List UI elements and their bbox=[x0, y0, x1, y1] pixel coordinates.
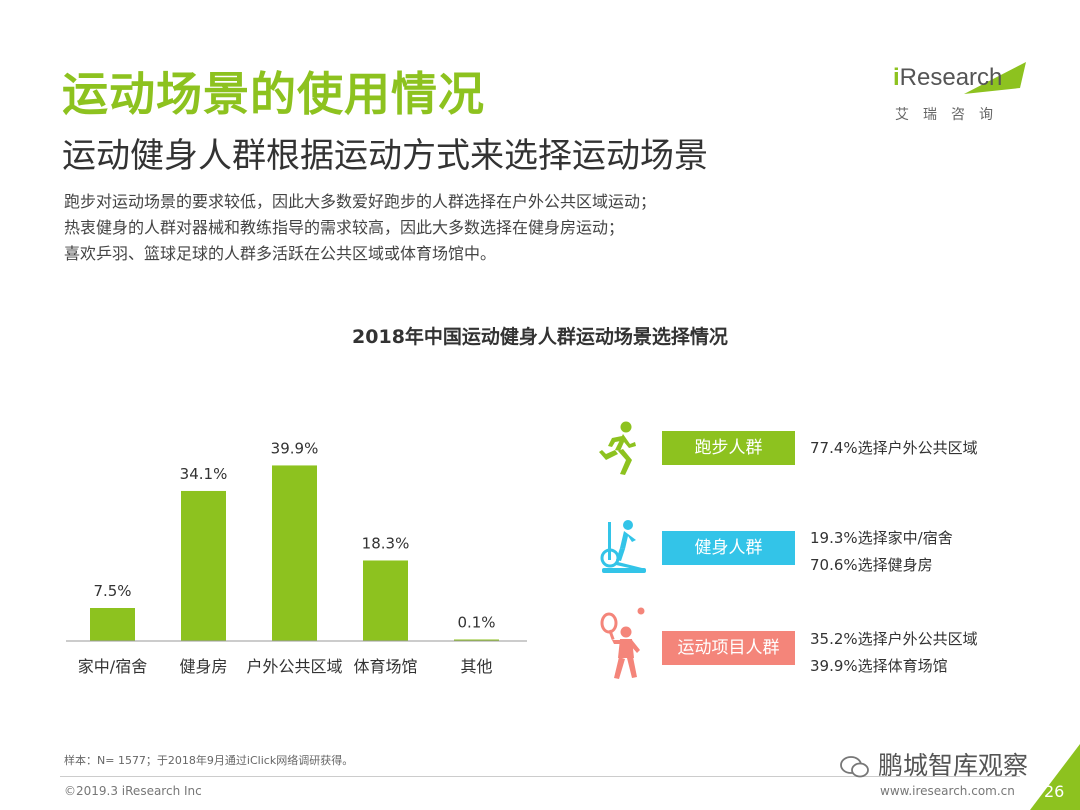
copyright: ©2019.3 iResearch Inc bbox=[64, 784, 202, 798]
bar-1 bbox=[181, 490, 226, 641]
logo-i: i bbox=[893, 64, 900, 91]
tennis-player-icon bbox=[600, 607, 645, 679]
footnote: 样本：N= 1577；于2018年9月通过iClick网络调研获得。 bbox=[64, 754, 354, 767]
bar-value-label-2: 39.9% bbox=[271, 439, 319, 457]
footer-divider bbox=[60, 776, 1020, 777]
page-subtitle: 运动健身人群根据运动方式来选择运动场景 bbox=[62, 136, 708, 176]
logo-swoosh-icon bbox=[964, 62, 1026, 94]
bar-value-label-0: 7.5% bbox=[93, 582, 131, 600]
logo-name: Research bbox=[899, 64, 1003, 91]
bar-value-label-1: 34.1% bbox=[180, 465, 228, 483]
x-tick-label-2: 户外公共区域 bbox=[246, 657, 342, 676]
description-line-1: 跑步对运动场景的要求较低，因此大多数爱好跑步的人群选择在户外公共区域运动； bbox=[64, 192, 657, 211]
group-note-sports-1: 35.2%选择户外公共区域 bbox=[810, 630, 978, 648]
x-tick-label-4: 其他 bbox=[460, 657, 492, 676]
bars-layer: 7.5% 家中/宿舍 34.1% 健身房 39.9% 户外公共区域 18.3% 体育场馆 0.1… bbox=[66, 439, 527, 676]
description-line-2: 热衷健身的人群对器械和教练指导的需求较高，因此大多数选择在健身房运动； bbox=[64, 218, 625, 237]
x-tick-label-1: 健身房 bbox=[179, 657, 227, 676]
logo: iResearch bbox=[893, 64, 1002, 92]
page-title: 运动场景的使用情况 bbox=[62, 67, 485, 121]
watermark-text: 鹏城智库观察 bbox=[877, 751, 1028, 780]
x-tick-label-0: 家中/宿舍 bbox=[78, 657, 147, 676]
group-note-sports-2: 39.9%选择体育场馆 bbox=[810, 657, 948, 675]
watermark: 鹏城智库观察 bbox=[840, 746, 1028, 782]
description-line-3: 喜欢乒羽、篮球足球的人群多活跃在公共区域或体育场馆中。 bbox=[64, 244, 497, 263]
bar-chart: 7.5% 家中/宿舍 34.1% 健身房 39.9% 户外公共区域 18.3% 体育场馆 0.1… bbox=[66, 439, 527, 676]
page-corner-shape bbox=[1030, 744, 1080, 810]
group-label-sports: 运动项目人群 bbox=[662, 631, 795, 665]
group-label-fitness: 健身人群 bbox=[662, 531, 795, 565]
bar-0 bbox=[90, 608, 135, 641]
elliptical-trainer-icon bbox=[600, 520, 646, 573]
bar-4 bbox=[454, 639, 499, 641]
x-tick-label-3: 体育场馆 bbox=[353, 657, 417, 676]
group-label-fitness-text: 健身人群 bbox=[694, 538, 763, 558]
group-label-running: 跑步人群 bbox=[662, 431, 795, 465]
page-number: 26 bbox=[1044, 782, 1065, 801]
group-label-sports-text: 运动项目人群 bbox=[677, 638, 780, 658]
bar-value-label-3: 18.3% bbox=[362, 534, 410, 552]
bar-3 bbox=[363, 560, 408, 641]
bar-2 bbox=[272, 465, 317, 641]
wechat-icon bbox=[840, 756, 869, 778]
group-note-fitness-2: 70.6%选择健身房 bbox=[810, 556, 933, 574]
bar-value-label-4: 0.1% bbox=[457, 614, 495, 632]
group-label-running-text: 跑步人群 bbox=[694, 438, 763, 458]
runner-icon bbox=[599, 421, 636, 475]
logo-chinese: 艾瑞咨询 bbox=[895, 107, 1007, 123]
website-link: www.iresearch.com.cn bbox=[880, 784, 1015, 798]
group-note-fitness-1: 19.3%选择家中/宿舍 bbox=[810, 529, 953, 547]
group-note-running-1: 77.4%选择户外公共区域 bbox=[810, 439, 978, 457]
chart-title: 2018年中国运动健身人群运动场景选择情况 bbox=[352, 326, 728, 348]
